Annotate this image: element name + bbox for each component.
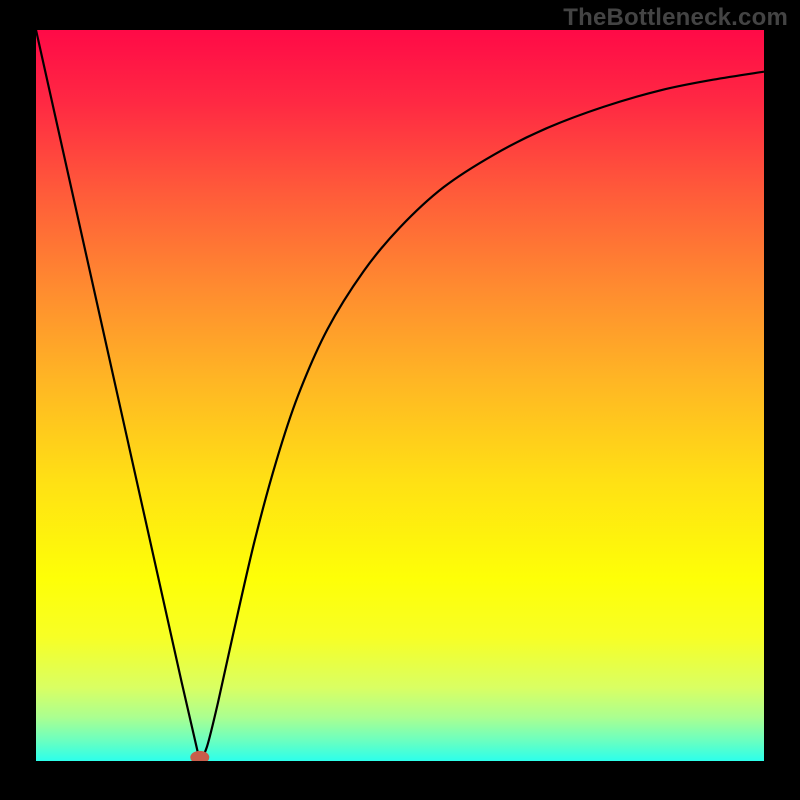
root-container: TheBottleneck.com (0, 0, 800, 800)
watermark-text: TheBottleneck.com (563, 4, 788, 32)
optimum-marker (191, 751, 209, 761)
chart-background (36, 30, 764, 761)
chart-plot-area (36, 30, 764, 761)
chart-svg (36, 30, 764, 761)
